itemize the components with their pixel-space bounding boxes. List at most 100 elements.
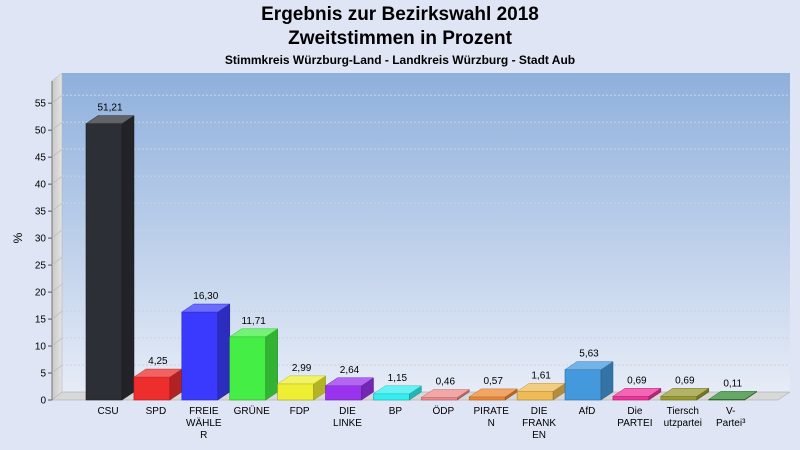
bar-value-label: 4,25 <box>148 356 168 367</box>
grid-line-wall <box>51 229 63 239</box>
bar-front <box>612 395 650 401</box>
grid-line-wall <box>51 310 63 320</box>
bar-value-label: 1,15 <box>388 373 408 384</box>
category-label: PIRATE <box>474 406 510 417</box>
bar-front <box>325 385 362 401</box>
category-label: N <box>488 418 495 429</box>
bar-3 <box>228 328 279 401</box>
category-label: Tiersch <box>667 406 699 417</box>
category-label: DIE <box>339 406 356 417</box>
bar-4 <box>276 375 327 401</box>
bar-12 <box>659 387 710 401</box>
bar-side <box>217 303 231 401</box>
category-label: Die <box>627 406 642 417</box>
chart-subtitle: Zweitstimmen in Prozent <box>288 28 512 49</box>
bar-top <box>564 361 614 370</box>
grid-line-wall <box>51 364 63 374</box>
bar-front <box>133 376 171 401</box>
bar-front <box>564 369 602 401</box>
bar-2 <box>180 303 231 401</box>
y-tick-label: 20 <box>35 288 47 299</box>
bar-0 <box>85 115 135 401</box>
bars: 51,21 4,25 16,30 11,71 2,99 2,64 1,15 0,46 0,57 1… <box>85 103 758 401</box>
grid-line-wall <box>51 175 63 185</box>
category-label: AfD <box>579 406 596 417</box>
bar-13 <box>707 390 758 401</box>
category-label: Partei³ <box>716 418 746 429</box>
bar-front <box>277 383 314 401</box>
bar-value-label: 11,71 <box>242 316 267 327</box>
y-axis-label: % <box>11 232 25 243</box>
y-tick-label: 15 <box>35 315 47 326</box>
category-label: ÖDP <box>432 405 454 417</box>
category-label: FRANK <box>522 418 556 429</box>
category-label: GRÜNE <box>234 405 270 417</box>
bar-front <box>516 391 554 401</box>
grid-line-wall <box>51 337 63 347</box>
bar-front <box>181 311 219 401</box>
y-tick-label: 45 <box>35 153 47 164</box>
category-label: BP <box>389 406 403 417</box>
bar-front <box>420 397 458 401</box>
y-tick-label: 30 <box>35 234 47 245</box>
bar-front <box>229 336 266 401</box>
y-tick-label: 25 <box>35 261 47 272</box>
plot-background <box>62 73 790 392</box>
bar-5 <box>324 377 375 401</box>
chart-title: Ergebnis zur Bezirkswahl 2018 <box>261 4 539 25</box>
grid-line-wall <box>51 256 63 266</box>
bar-value-label: 0,69 <box>627 375 647 386</box>
bar-value-label: 5,63 <box>579 349 599 360</box>
category-label: WÄHLE <box>186 417 222 429</box>
category-label: LINKE <box>333 418 362 429</box>
bar-top <box>180 303 231 313</box>
bar-side <box>265 328 278 401</box>
category-label: FREIE <box>189 406 219 417</box>
grid-line-wall <box>51 202 63 212</box>
bar-value-label: 51,21 <box>97 103 122 114</box>
grid-line-wall <box>51 94 63 104</box>
category-label: EN <box>532 430 546 441</box>
bar-front <box>85 123 123 401</box>
bar-11 <box>612 387 662 401</box>
category-label: FDP <box>290 406 310 417</box>
y-axis-ticks: 0 5 10 15 20 25 30 35 40 45 50 55 <box>35 99 52 407</box>
bar-top <box>659 388 710 397</box>
bar-top <box>228 328 279 338</box>
y-tick-label: 35 <box>35 207 47 218</box>
bar-value-label: 1,61 <box>531 370 551 381</box>
bar-top <box>276 375 327 385</box>
bar-value-label: 0,57 <box>483 376 503 387</box>
category-label: utzpartei <box>664 418 702 429</box>
bar-6 <box>372 385 423 401</box>
bar-10 <box>564 361 614 401</box>
category-label: V- <box>726 406 735 417</box>
bar-top <box>324 377 375 387</box>
bar-front <box>660 395 698 401</box>
y-tick-label: 40 <box>35 180 47 191</box>
grid-lines <box>51 94 790 374</box>
bar-top <box>468 388 519 398</box>
bar-7 <box>420 389 471 401</box>
bar-front <box>468 396 506 401</box>
bar-top <box>85 115 135 124</box>
grid-line-wall <box>51 148 63 158</box>
bar-front <box>373 393 410 401</box>
bar-value-label: 0,46 <box>436 377 456 388</box>
category-label: CSU <box>97 406 118 417</box>
bar-top <box>707 391 758 400</box>
bar-value-label: 0,69 <box>675 375 695 386</box>
bar-8 <box>468 388 519 401</box>
category-label: PARTEI <box>617 418 652 429</box>
bar-value-label: 2,64 <box>340 365 360 376</box>
y-tick-label: 10 <box>35 342 47 353</box>
y-tick-label: 5 <box>40 369 46 380</box>
bar-value-label: 16,30 <box>193 291 218 302</box>
category-label: SPD <box>146 406 167 417</box>
chart-subtitle-region: Stimmkreis Würzburg-Land - Landkreis Wür… <box>224 53 576 67</box>
grid-line-wall <box>51 283 63 293</box>
y-tick-label: 55 <box>35 99 47 110</box>
bar-top <box>612 388 662 397</box>
bar-value-label: 2,99 <box>292 363 312 374</box>
